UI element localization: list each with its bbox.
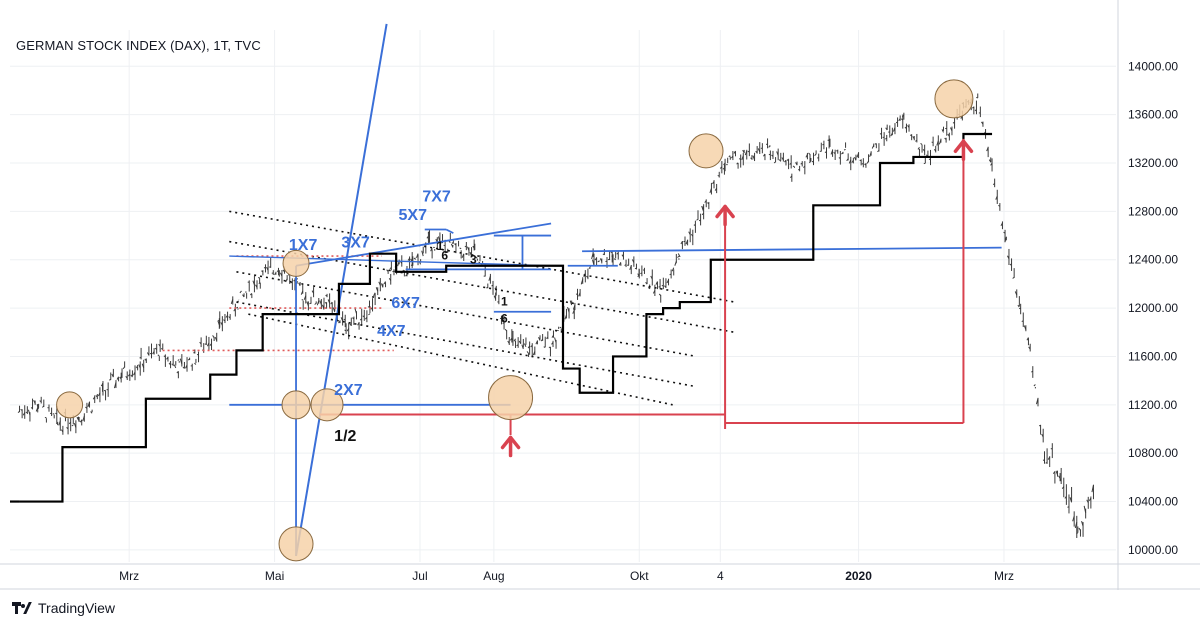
small-annotation-label: 3 (470, 252, 477, 266)
x-tick-label: Jul (412, 569, 427, 583)
annotation-label: 5X7 (399, 207, 428, 224)
price-bar-tick (1031, 371, 1033, 372)
x-tick-label: Mrz (994, 569, 1014, 583)
price-bar-tick (479, 262, 481, 263)
annotation-label: 3X7 (341, 235, 370, 252)
price-bar-tick (699, 220, 701, 221)
price-bar-tick (544, 347, 546, 348)
price-bar-tick (236, 307, 238, 308)
price-bar-tick (326, 295, 328, 296)
price-bar-tick (998, 205, 1000, 206)
price-bar-tick (694, 225, 696, 226)
price-bar-tick (1076, 533, 1078, 534)
price-bar-tick (55, 413, 57, 414)
marker-circle (489, 376, 533, 420)
price-bar-tick (53, 414, 55, 415)
price-bar-tick (862, 164, 864, 165)
price-bar-tick (392, 271, 394, 272)
price-bar-tick (844, 149, 846, 150)
price-bar-tick (972, 107, 974, 108)
price-bar-tick (444, 245, 446, 246)
price-bar-tick (627, 265, 629, 266)
y-tick-label: 13200.00 (1128, 156, 1178, 170)
x-tick-label: 4 (717, 569, 724, 583)
annotation-label: 4X7 (377, 323, 406, 340)
price-bar-tick (929, 159, 931, 160)
marker-circle (283, 250, 309, 276)
x-tick-label: Okt (630, 569, 649, 583)
price-bar-tick (793, 166, 795, 167)
price-bar-tick (486, 287, 488, 288)
y-tick-label: 10800.00 (1128, 446, 1178, 460)
y-tick-label: 10000.00 (1128, 543, 1178, 557)
y-tick-label: 10400.00 (1128, 495, 1178, 509)
y-tick-label: 12800.00 (1128, 204, 1178, 218)
annotation-label: 7X7 (422, 189, 451, 206)
marker-circle (279, 527, 313, 561)
small-annotation-label: 6 (441, 249, 448, 263)
marker-circle (689, 134, 723, 168)
price-bar-tick (104, 390, 106, 391)
annotation-label: 2X7 (334, 382, 363, 399)
price-bar-tick (109, 380, 111, 381)
x-tick-label: 2020 (845, 569, 872, 583)
small-annotation-label: 6 (501, 312, 508, 326)
annotation-label: 1X7 (289, 237, 318, 254)
price-bar-tick (976, 97, 978, 98)
y-tick-label: 13600.00 (1128, 108, 1178, 122)
x-tick-label: Mai (265, 569, 284, 583)
price-bar-tick (860, 160, 862, 161)
price-bar-tick (640, 273, 642, 274)
price-bar-tick (1067, 507, 1069, 508)
marker-circle (282, 391, 310, 419)
chart-title: GERMAN STOCK INDEX (DAX), 1T, TVC (16, 38, 261, 53)
price-bar-tick (1046, 463, 1048, 464)
price-bar-tick (309, 303, 311, 304)
y-tick-label: 11600.00 (1128, 349, 1177, 363)
price-bar-tick (612, 256, 614, 257)
x-tick-label: Aug (483, 569, 504, 583)
price-bar-tick (812, 161, 814, 162)
price-bar-tick (140, 357, 142, 358)
marker-circle (57, 392, 83, 418)
price-bar-tick (648, 288, 650, 289)
y-tick-label: 12400.00 (1128, 253, 1178, 267)
annotation-label: 6X7 (391, 295, 420, 312)
price-bar-tick (465, 246, 467, 247)
y-tick-label: 12000.00 (1128, 301, 1178, 315)
price-bar-tick (608, 259, 610, 260)
y-tick-label: 14000.00 (1128, 59, 1178, 73)
price-bar-tick (718, 175, 720, 176)
annotation-label: 1/2 (334, 428, 356, 445)
price-bar-tick (635, 268, 637, 269)
tradingview-brand[interactable]: TradingView (12, 600, 115, 616)
tradingview-logo-icon (12, 602, 32, 614)
brand-label: TradingView (38, 600, 115, 616)
price-bar-tick (1022, 321, 1024, 322)
small-annotation-label: 1 (501, 295, 508, 309)
x-tick-label: Mrz (119, 569, 139, 583)
price-bar-tick (368, 306, 370, 307)
marker-circle (935, 80, 973, 118)
price-bar-tick (172, 364, 174, 365)
price-bar-tick (605, 261, 607, 262)
y-tick-label: 11200.00 (1128, 398, 1177, 412)
